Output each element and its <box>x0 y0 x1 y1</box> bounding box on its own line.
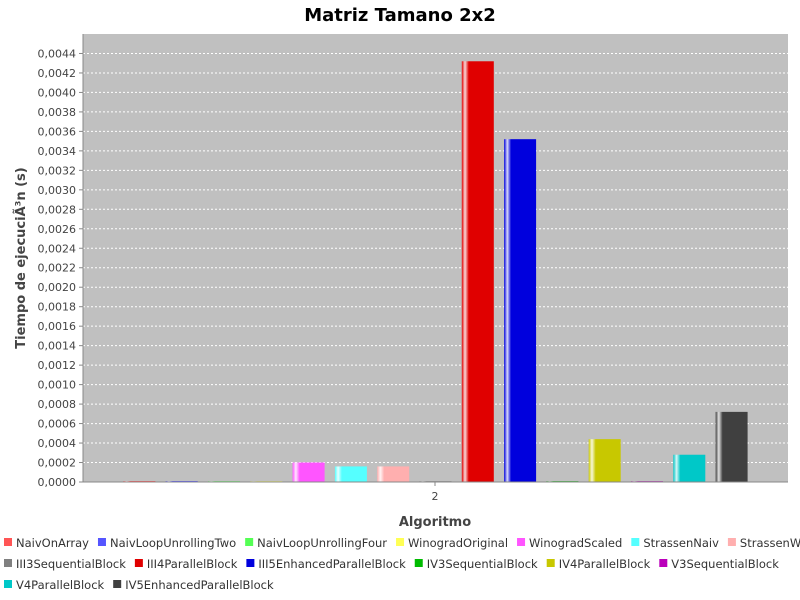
x-tick-label: 2 <box>432 490 439 503</box>
y-tick-label: 0,0002 <box>38 457 77 470</box>
legend-item-label: WinogradScaled <box>529 536 622 550</box>
legend-item-label: IV5EnhancedParallelBlock <box>125 578 274 592</box>
legend-swatch <box>546 559 555 567</box>
bar-III4ParallelBlock <box>461 61 494 483</box>
legend-swatch <box>396 538 405 546</box>
bar-WinogradScaled <box>292 462 325 482</box>
axes: 0,0000 0,0002 0,0004 0,0006 0,0008 0,0010 0,00… <box>38 34 788 503</box>
legend-item-label: NaivLoopUnrollingFour <box>257 536 387 550</box>
y-tick-label: 0,0000 <box>38 476 77 489</box>
legend-swatch <box>4 538 12 546</box>
y-tick-label: 0,0024 <box>38 242 77 255</box>
y-tick-label: 0,0038 <box>38 106 77 119</box>
y-tick-label: 0,0034 <box>38 145 77 158</box>
y-tick-label: 0,0032 <box>38 164 77 177</box>
chart-title: Matriz Tamano 2x2 <box>304 5 496 26</box>
legend: NaivOnArray NaivLoopUnrollingTwo NaivLoopU… <box>4 536 800 592</box>
y-tick-label: 0,0030 <box>38 184 77 197</box>
legend-swatch <box>113 580 122 588</box>
y-tick-label: 0,0010 <box>38 379 77 392</box>
legend-item-label: StrassenNaiv <box>643 536 719 550</box>
plot-area <box>83 34 788 482</box>
y-tick-label: 0,0020 <box>38 281 77 294</box>
legend-swatch <box>245 538 254 546</box>
legend-swatch <box>631 538 640 546</box>
legend-item-label: StrassenWinograd <box>740 536 800 550</box>
legend-item-label: III4ParallelBlock <box>147 557 238 571</box>
gridlines <box>83 52 788 464</box>
y-tick-label: 0,0016 <box>38 320 77 333</box>
legend-swatch <box>659 559 668 567</box>
legend-swatch <box>134 559 143 567</box>
y-axis-label: Tiempo de ejecuciÃ³n (s) <box>13 167 29 348</box>
legend-item-label: III3SequentialBlock <box>16 557 126 571</box>
legend-item-label: III5EnhancedParallelBlock <box>258 557 406 571</box>
y-tick-label: 0,0036 <box>38 125 77 138</box>
y-tick-label: 0,0018 <box>38 301 77 314</box>
y-tick-label: 0,0040 <box>38 86 77 99</box>
legend-swatch <box>246 559 255 567</box>
y-tick-label: 0,0004 <box>38 437 77 450</box>
legend-item-label: IV3SequentialBlock <box>427 557 538 571</box>
y-tick-label: 0,0028 <box>38 203 77 216</box>
y-tick-label: 0,0026 <box>38 223 77 236</box>
y-tick-label: 0,0022 <box>38 262 77 275</box>
legend-item-label: V4ParallelBlock <box>16 578 105 592</box>
legend-swatch <box>4 580 12 588</box>
legend-swatch <box>727 538 736 546</box>
bar-IV5EnhancedParallelBlock <box>715 411 748 482</box>
legend-item-label: NaivOnArray <box>16 536 89 550</box>
bar-V4ParallelBlock <box>673 454 706 482</box>
y-tick-label: 0,0014 <box>38 340 77 353</box>
legend-item-label: NaivLoopUnrollingTwo <box>110 536 236 550</box>
y-tick-label: 0,0012 <box>38 359 77 372</box>
y-tick-label: 0,0042 <box>38 67 77 80</box>
legend-swatch <box>414 559 423 567</box>
y-tick-label: 0,0006 <box>38 418 77 431</box>
legend-item-label: V3SequentialBlock <box>671 557 779 571</box>
legend-swatch <box>97 538 106 546</box>
y-tick-label: 0,0044 <box>38 47 77 60</box>
legend-swatch <box>517 538 526 546</box>
legend-item-label: IV4ParallelBlock <box>559 557 651 571</box>
bars <box>123 61 748 483</box>
bar-StrassenNaiv <box>334 466 367 482</box>
y-tick-label: 0,0008 <box>38 398 77 411</box>
bar-III5EnhancedParallelBlock <box>504 139 537 482</box>
legend-item-label: WinogradOriginal <box>408 536 508 550</box>
bar-IV4ParallelBlock <box>588 439 621 482</box>
bar-StrassenWinograd <box>377 466 410 482</box>
legend-swatch <box>4 559 12 567</box>
x-axis-label: Algoritmo <box>399 515 471 530</box>
